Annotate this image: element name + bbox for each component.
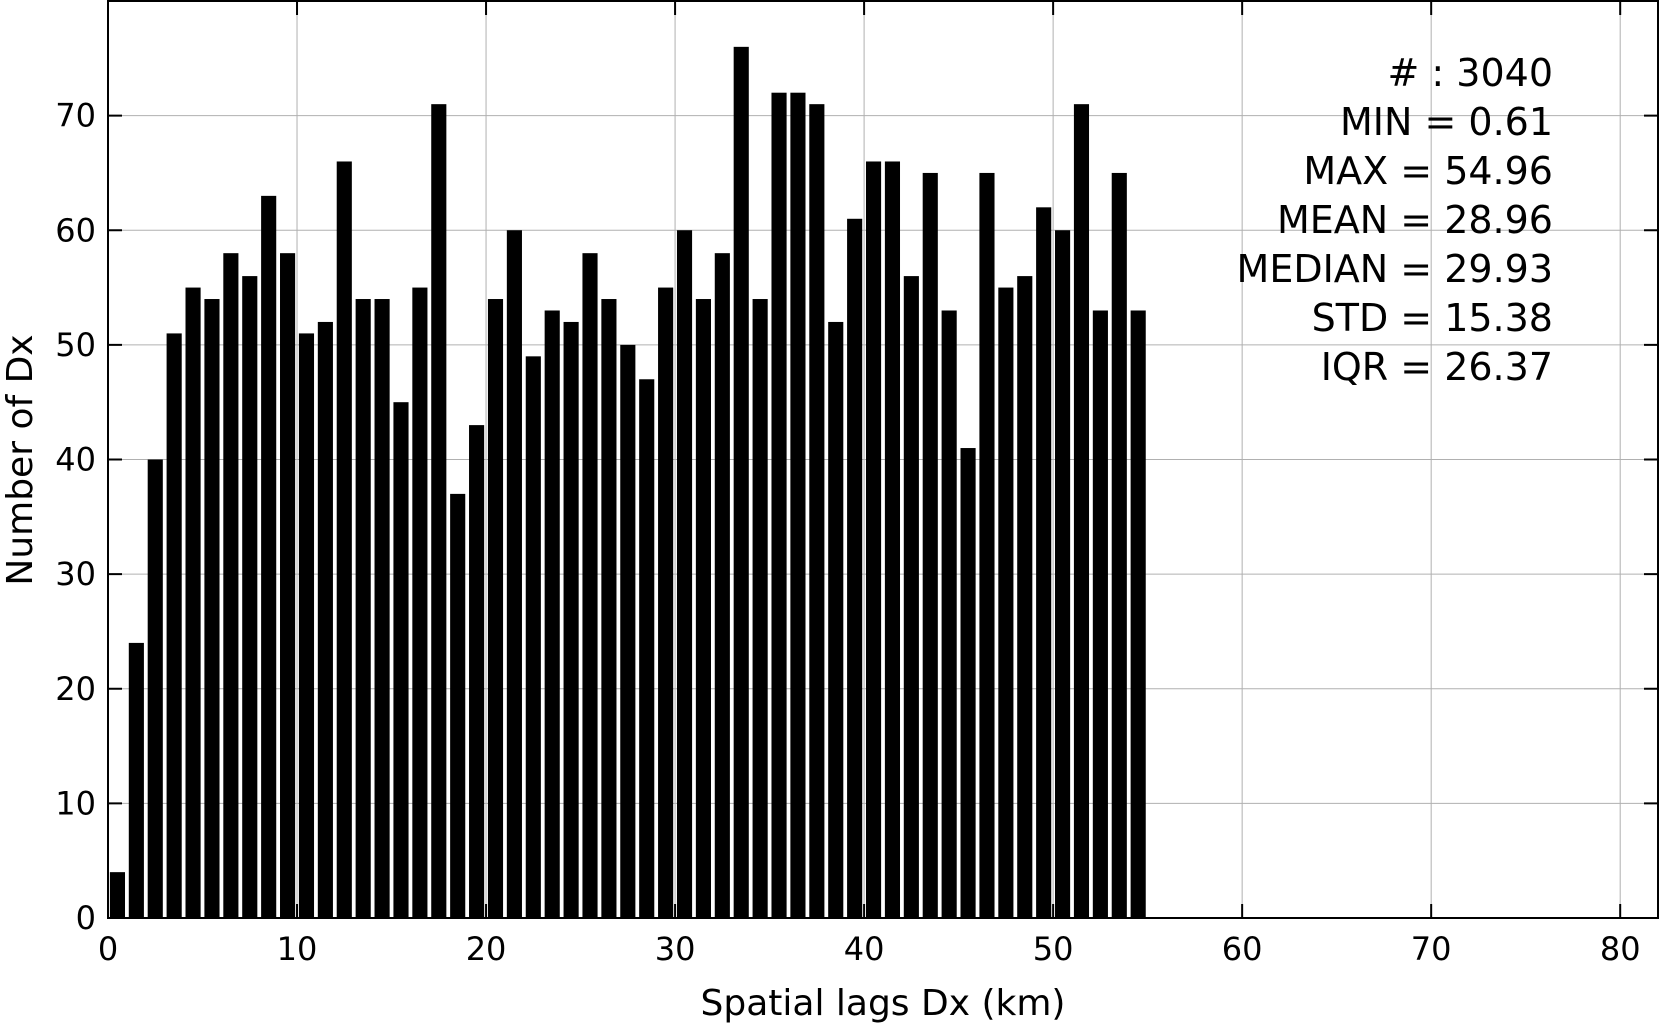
x-tick-labels: 0 10 20 30 40 50 60 70 80: [98, 930, 1641, 968]
bar: [960, 448, 976, 918]
y-tick-label: 0: [76, 899, 96, 937]
y-tick-label: 60: [55, 211, 96, 249]
stats-box: # : 3040 MIN = 0.61 MAX = 54.96 MEAN = 2…: [1237, 51, 1553, 389]
stat-max: MAX = 54.96: [1303, 149, 1553, 193]
bar: [223, 253, 239, 919]
y-tick-labels: 0 10 20 30 40 50 60 70: [55, 97, 96, 937]
bar: [1017, 276, 1033, 919]
x-tick-label: 80: [1600, 930, 1641, 968]
bar-series: [109, 46, 1146, 919]
stat-mean: MEAN = 28.96: [1277, 198, 1553, 242]
stat-count: # : 3040: [1387, 51, 1553, 95]
bar: [733, 46, 749, 919]
bar: [828, 321, 844, 918]
bar: [525, 356, 541, 918]
y-tick-label: 50: [55, 326, 96, 364]
bar: [790, 92, 806, 918]
bar: [998, 287, 1014, 918]
y-tick-label: 30: [55, 555, 96, 593]
bar: [317, 321, 333, 918]
bar: [185, 287, 201, 918]
x-tick-label: 20: [466, 930, 507, 968]
bar: [506, 230, 522, 918]
y-tick-label: 10: [55, 784, 96, 822]
bar: [714, 253, 730, 919]
bar: [847, 218, 863, 919]
bar: [903, 276, 919, 919]
bar: [336, 161, 352, 919]
bar: [431, 104, 447, 919]
bar: [582, 253, 598, 919]
x-tick-label: 40: [844, 930, 885, 968]
bar: [374, 299, 390, 918]
y-tick-label: 40: [55, 441, 96, 479]
y-tick-label: 70: [55, 97, 96, 135]
bar: [204, 299, 220, 918]
x-axis-label: Spatial lags Dx (km): [701, 983, 1066, 1024]
bar: [261, 195, 277, 919]
bar: [355, 299, 371, 918]
y-axis-label: Number of Dx: [0, 334, 41, 585]
bar: [1130, 310, 1146, 918]
bar: [450, 493, 466, 918]
bar: [128, 642, 144, 918]
bar: [809, 104, 825, 919]
bar: [1073, 104, 1090, 919]
bar: [658, 287, 674, 918]
bar: [771, 92, 787, 918]
bar: [147, 459, 163, 918]
bar: [298, 333, 315, 919]
bar: [884, 161, 901, 919]
bar: [620, 344, 636, 918]
bar: [676, 230, 693, 918]
bar: [1055, 230, 1071, 918]
bar: [412, 287, 428, 918]
bar: [695, 299, 711, 918]
bar: [1111, 172, 1127, 918]
bar: [280, 253, 296, 919]
stat-iqr: IQR = 26.37: [1321, 345, 1553, 389]
bar: [166, 333, 182, 919]
bar: [1092, 310, 1108, 918]
bar: [979, 172, 995, 918]
bar: [865, 161, 882, 919]
x-tick-label: 50: [1033, 930, 1074, 968]
bar: [469, 425, 485, 918]
x-tick-label: 30: [655, 930, 696, 968]
stat-std: STD = 15.38: [1312, 296, 1553, 340]
bar: [109, 872, 126, 918]
x-tick-label: 0: [98, 930, 118, 968]
stat-median: MEDIAN = 29.93: [1237, 247, 1553, 291]
bar: [752, 299, 768, 918]
bar: [1036, 207, 1052, 918]
bar: [941, 310, 957, 918]
x-tick-label: 70: [1411, 930, 1452, 968]
bar: [563, 321, 579, 918]
bar: [393, 402, 409, 918]
bar: [487, 299, 504, 918]
bar: [639, 379, 655, 918]
bar: [242, 276, 258, 919]
bar: [544, 310, 560, 918]
x-tick-label: 60: [1222, 930, 1263, 968]
y-tick-label: 20: [55, 670, 96, 708]
x-tick-label: 10: [277, 930, 318, 968]
axis-ticks: [107, 1, 1658, 919]
bar: [922, 172, 938, 918]
bar: [601, 299, 617, 918]
stat-min: MIN = 0.61: [1340, 100, 1553, 144]
